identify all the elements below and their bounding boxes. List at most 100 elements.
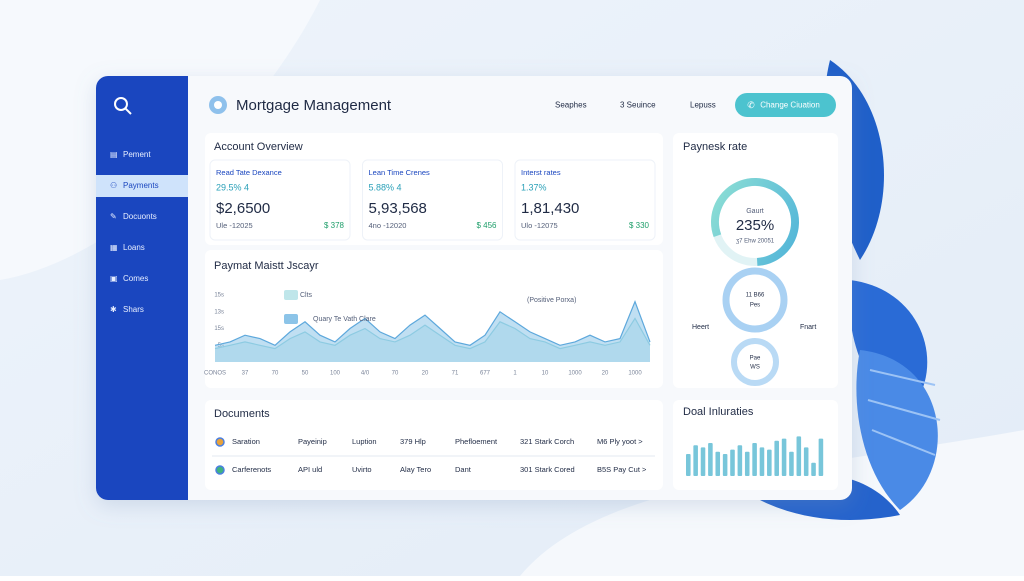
ring-label: Pes [750,303,760,309]
side-label: Fnart [800,324,816,331]
bar [744,451,750,476]
area-fill [215,301,650,362]
doc-cell: Uvirto [352,465,372,474]
doc-cell: API uld [298,465,322,474]
bar [752,443,757,476]
x-tick-label: 50 [302,371,309,377]
card-change: $ 330 [629,221,650,230]
menu-item[interactable]: Loans [123,243,145,252]
menu-item[interactable]: Pement [123,150,151,159]
gauge-value: 235% [736,217,774,234]
doc-icon [215,437,225,447]
x-tick-label: CONOS [204,371,226,377]
gauge-arc [711,178,799,266]
button-label[interactable]: Change Ciuation [760,101,820,110]
doc-cell[interactable]: M6 Ply yoot > [597,437,643,446]
x-tick-label: 37 [242,371,249,377]
side-label: Heert [692,324,709,331]
doc-cell: 379 Hlp [400,437,426,446]
doc-cell: Luption [352,437,377,446]
legend-swatch [284,314,298,324]
bar [722,454,728,476]
ring-label: 11 B66 [746,293,765,299]
doc-cell: Carferenots [232,465,271,474]
x-tick-label: 20 [422,371,429,377]
bar [767,449,772,476]
menu-icon: ▦ [110,243,118,252]
ring [731,338,779,386]
area-line [214,300,651,347]
doc-cell: Alay Tero [400,465,431,474]
card-label: Read Tate Dexance [216,168,282,177]
bar [818,438,824,476]
bar [774,440,779,476]
ring [722,267,788,333]
sidebar [96,76,188,500]
menu-item[interactable]: Comes [123,274,148,283]
x-tick-label: 100 [330,371,341,377]
card-amount: 5,93,568 [369,200,427,217]
doc-cell: Payeinip [298,437,327,446]
app-title: Mortgage Management [236,97,392,114]
bar [686,454,691,476]
bar [803,447,809,476]
card-label: Lean Time Crenes [369,168,431,177]
x-tick-label: 4/0 [361,371,370,377]
menu-icon: ✱ [110,305,117,314]
header-link[interactable]: 3 Seuince [620,101,656,110]
card [514,159,656,241]
doc-icon [215,465,225,475]
bar [715,451,721,476]
menu-icon: ▤ [110,150,118,159]
x-tick-label: 1000 [568,371,582,377]
x-tick-label: 20 [602,371,609,377]
card [209,159,351,241]
bar [811,462,816,476]
card-note: Ule -12025 [216,221,253,230]
annotation: (Positive Porxa) [527,297,576,304]
header-link[interactable]: Seaphes [555,101,587,110]
bar [737,445,743,476]
bar [708,443,713,476]
doc-cell: Dant [455,465,472,474]
legend-swatch [284,290,298,300]
gauge-note: ʒ7 Ehw 20051 [736,239,775,245]
doc-cell: 321 Stark Corch [520,437,574,446]
card-label: Interst rates [521,168,561,177]
bar [781,438,787,476]
menu-icon: ⚇ [110,181,117,190]
menu-icon: ▣ [110,274,118,283]
panel-title: Account Overview [214,141,303,153]
panel-title: Documents [214,408,270,420]
x-tick-label: 1 [513,371,517,377]
bar [693,445,698,476]
card-change: $ 378 [324,221,345,230]
doc-cell: Saration [232,437,260,446]
menu-item[interactable]: Payments [123,181,159,190]
legend-label: Quary Te Vath Clare [313,316,376,323]
active-item [96,175,188,197]
panel [205,400,663,490]
bar [759,447,765,476]
card-rate: 29.5% 4 [216,182,249,192]
logo [214,101,222,109]
search-icon[interactable] [114,97,132,115]
action-button[interactable] [735,93,836,117]
doc-cell[interactable]: B5S Pay Cut > [597,465,647,474]
x-tick-label: 1000 [628,371,642,377]
card-change: $ 456 [476,221,497,230]
x-tick-label: 70 [392,371,399,377]
legend-label: Clts [300,292,313,299]
header-link[interactable]: Lepuss [690,101,716,110]
panel-title: Paymat Maistt Jscayr [214,260,319,272]
card-note: Ulo -12075 [521,221,558,230]
bar [700,447,706,476]
menu-item[interactable]: Docuonts [123,212,157,221]
menu-item[interactable]: Shars [123,305,144,314]
panel-title: Doal Inluraties [683,406,754,418]
card-rate: 1.37% [521,182,547,192]
card-amount: 1,81,430 [521,200,579,217]
panel-title: Paynesk rate [683,141,747,153]
x-tick-label: 70 [272,371,279,377]
